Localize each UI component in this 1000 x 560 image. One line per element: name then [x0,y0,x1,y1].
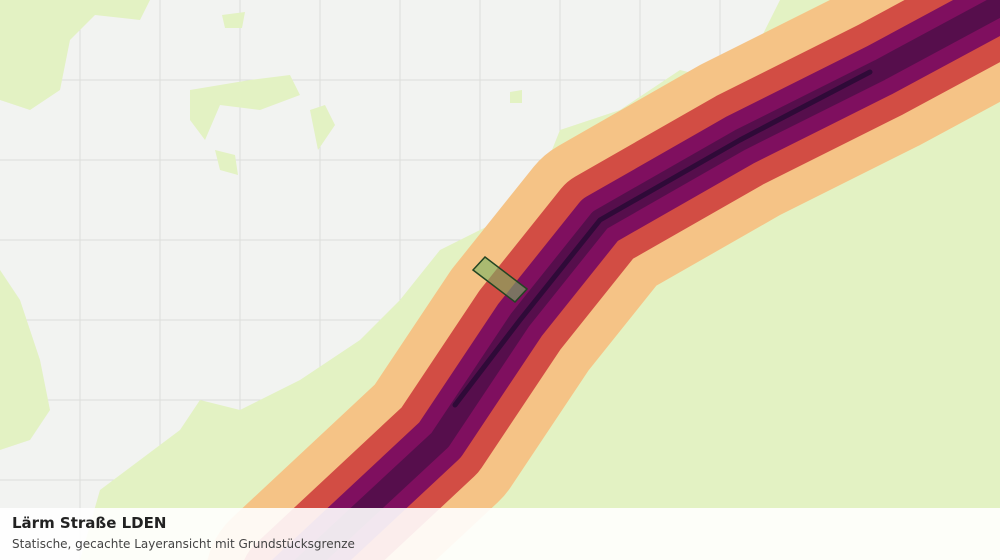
noise-bands [207,0,1000,560]
parcel-boundary[interactable] [471,255,529,304]
caption-title: Lärm Straße LDEN [12,514,167,532]
map-caption: Lärm Straße LDEN Statische, gecachte Lay… [0,508,1000,560]
caption-subtitle: Statische, gecachte Layeransicht mit Gru… [12,537,355,551]
